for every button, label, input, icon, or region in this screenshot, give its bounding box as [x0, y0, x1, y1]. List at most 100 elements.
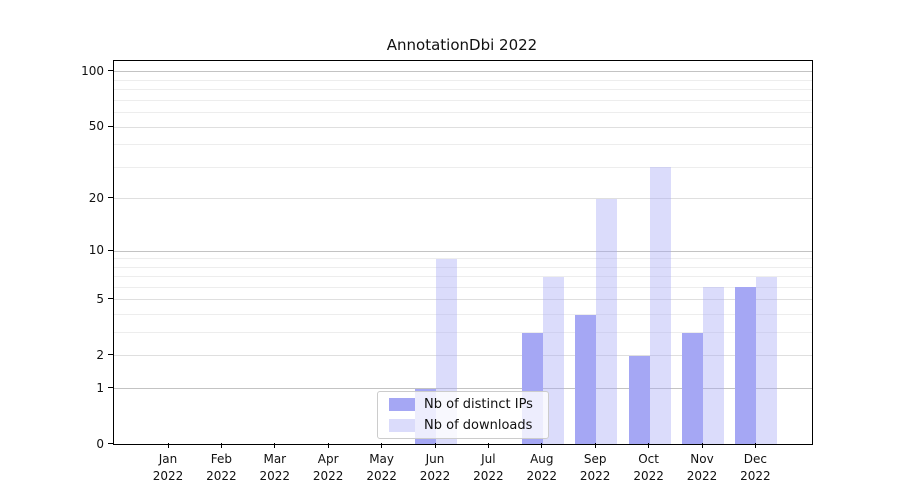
x-tick-label-dec: Dec 2022	[727, 451, 783, 485]
x-tick-mark	[381, 443, 383, 448]
x-tick-month: Aug	[530, 452, 554, 466]
gridline-major	[114, 355, 812, 357]
x-tick-mark	[541, 443, 543, 448]
x-tick-month: Sep	[583, 452, 607, 466]
x-tick-year: 2022	[686, 469, 718, 483]
x-tick-year: 2022	[366, 469, 397, 483]
x-tick-label-apr: Apr 2022	[300, 451, 356, 485]
chart-title: AnnotationDbi 2022	[386, 36, 538, 54]
gridline-minor	[114, 332, 812, 334]
x-tick-label-may: May 2022	[354, 451, 410, 485]
x-tick-year: 2022	[312, 469, 344, 483]
gridline-minor	[114, 314, 812, 316]
x-tick-year: 2022	[740, 469, 771, 483]
x-tick-month: Apr	[317, 452, 339, 466]
x-tick-label-feb: Feb 2022	[193, 451, 249, 485]
x-tick-month: Mar	[263, 452, 287, 466]
gridline-major	[114, 388, 812, 390]
bar-distinct-ips-nov	[682, 332, 703, 444]
legend-label-downloads: Nb of downloads	[424, 418, 533, 433]
x-tick-year: 2022	[419, 469, 451, 483]
gridline-major	[114, 299, 812, 301]
legend-row-distinct-ips: Nb of distinct IPs	[378, 396, 548, 413]
y-tick-label: 50	[88, 119, 104, 134]
gridline-major	[114, 250, 812, 252]
x-tick-month: May	[369, 452, 394, 466]
y-tick-label: 1	[96, 380, 104, 395]
gridline-minor	[114, 166, 812, 168]
bar-downloads-oct	[649, 167, 671, 444]
gridline-minor	[114, 79, 812, 81]
gridline-minor	[114, 89, 812, 91]
y-tick-label: 20	[88, 190, 104, 205]
legend: Nb of distinct IPs Nb of downloads	[377, 391, 549, 439]
x-tick-label-jul: Jul 2022	[460, 451, 516, 485]
legend-row-downloads: Nb of downloads	[378, 417, 548, 434]
gridline-minor	[114, 99, 812, 101]
gridline-minor	[114, 286, 812, 288]
x-tick-mark	[327, 443, 329, 448]
x-tick-mark	[434, 443, 436, 448]
y-tick-label: 10	[88, 243, 104, 257]
gridline-minor	[114, 144, 812, 146]
x-tick-label-jan: Jan 2022	[140, 451, 196, 485]
y-tick-mark	[108, 197, 113, 199]
gridline-minor	[114, 276, 812, 278]
x-tick-month: Jun	[425, 452, 445, 466]
x-tick-label-nov: Nov 2022	[674, 451, 730, 485]
x-tick-month: Oct	[638, 452, 659, 466]
y-tick-label: 5	[96, 291, 104, 306]
bar-downloads-sep	[596, 198, 618, 444]
x-tick-year: 2022	[633, 469, 664, 483]
gridline-minor	[114, 258, 812, 260]
x-tick-mark	[754, 443, 756, 448]
gridline-minor	[114, 112, 812, 114]
y-tick-mark	[108, 125, 113, 127]
x-tick-mark	[648, 443, 650, 448]
gridline-major	[114, 198, 812, 200]
gridline-major	[114, 126, 812, 128]
x-tick-label-jun: Jun 2022	[407, 451, 463, 485]
plot-area	[113, 60, 813, 445]
x-tick-year: 2022	[152, 469, 184, 483]
x-tick-month: Feb	[210, 452, 233, 466]
y-tick-mark	[108, 298, 113, 300]
y-tick-mark	[108, 354, 113, 356]
x-tick-mark	[594, 443, 596, 448]
x-tick-year: 2022	[579, 469, 611, 483]
x-tick-month: Dec	[743, 452, 767, 466]
x-tick-year: 2022	[259, 469, 291, 483]
x-tick-label-mar: Mar 2022	[247, 451, 303, 485]
bar-distinct-ips-dec	[735, 287, 757, 444]
x-tick-mark	[701, 443, 703, 448]
x-tick-mark	[167, 443, 169, 448]
x-tick-mark	[274, 443, 276, 448]
x-tick-year: 2022	[526, 469, 558, 483]
y-tick-label: 100	[81, 63, 104, 78]
legend-label-distinct-ips: Nb of distinct IPs	[424, 397, 533, 412]
y-tick-mark	[108, 249, 113, 251]
bar-downloads-nov	[703, 287, 724, 444]
legend-swatch-distinct-ips	[389, 398, 415, 411]
x-tick-month: Nov	[690, 452, 714, 466]
x-tick-label-aug: Aug 2022	[514, 451, 570, 485]
y-tick-mark	[108, 70, 113, 72]
x-tick-label-sep: Sep 2022	[567, 451, 623, 485]
bar-distinct-ips-oct	[628, 355, 650, 444]
x-tick-label-oct: Oct 2022	[621, 451, 677, 485]
x-tick-mark	[487, 443, 489, 448]
gridline-minor	[114, 266, 812, 268]
x-tick-month: Jan	[158, 452, 178, 466]
x-tick-year: 2022	[206, 469, 237, 483]
gridline-major	[114, 71, 812, 73]
bar-distinct-ips-sep	[575, 314, 597, 444]
x-tick-year: 2022	[473, 469, 504, 483]
y-tick-label: 0	[96, 436, 104, 451]
x-tick-month: Jul	[481, 452, 496, 466]
x-tick-mark	[220, 443, 222, 448]
y-tick-label: 2	[96, 347, 104, 362]
y-tick-mark	[108, 443, 113, 445]
legend-swatch-downloads	[389, 419, 415, 432]
y-tick-mark	[108, 387, 113, 389]
